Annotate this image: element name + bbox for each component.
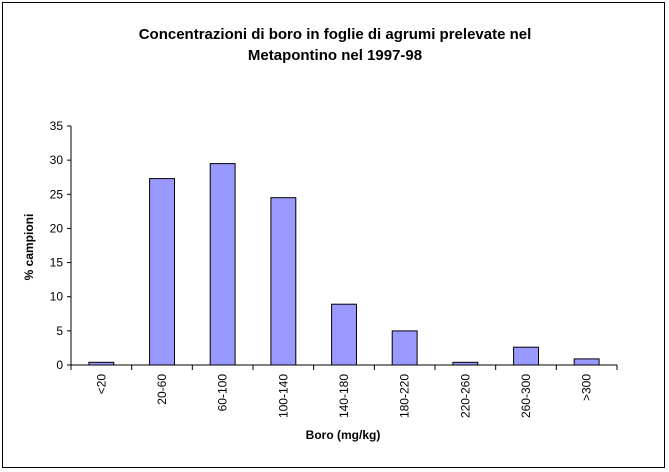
chart-title-line-1: Concentrazioni di boro in foglie di agru…	[139, 26, 532, 43]
x-tick-label-7: 260-300	[519, 374, 533, 418]
y-tick-label-20: 20	[50, 221, 64, 235]
bar-4	[331, 303, 358, 366]
bar-8	[573, 358, 600, 366]
y-tick-label-25: 25	[50, 187, 64, 201]
chart-title-line-2: Metapontino nel 1997-98	[248, 47, 422, 64]
bar-1	[149, 178, 176, 366]
bar-2	[209, 163, 236, 366]
axes-layer: 0 5 10 15 20 25 30 35 <20 20-60 60-100 100-140 140-1…	[50, 119, 618, 418]
x-tick-label-3: 100-140	[276, 374, 290, 418]
bar-5	[391, 330, 418, 366]
bar-3	[270, 197, 297, 366]
x-tick-label-0: <20	[94, 374, 108, 395]
x-tick-label-1: 20-60	[155, 374, 169, 405]
y-tick-label-35: 35	[50, 119, 64, 133]
bar-7	[513, 346, 540, 366]
x-tick-label-5: 180-220	[398, 374, 412, 418]
x-tick-label-6: 220-260	[458, 374, 472, 418]
y-axis-title: % campioni	[22, 214, 36, 281]
y-tick-label-5: 5	[56, 324, 63, 338]
y-tick-label-30: 30	[50, 153, 64, 167]
x-tick-label-4: 140-180	[337, 374, 351, 418]
y-tick-label-10: 10	[50, 290, 64, 304]
y-tick-label-0: 0	[56, 358, 63, 372]
chart: Concentrazioni di boro in foglie di agru…	[22, 26, 618, 442]
x-tick-label-2: 60-100	[216, 374, 230, 412]
y-tick-label-15: 15	[50, 256, 64, 270]
x-axis-title: Boro (mg/kg)	[306, 428, 381, 442]
chart-frame: Concentrazioni di boro in foglie di agru…	[2, 2, 665, 468]
bars-layer	[88, 163, 600, 366]
x-tick-label-8: >300	[580, 374, 594, 401]
